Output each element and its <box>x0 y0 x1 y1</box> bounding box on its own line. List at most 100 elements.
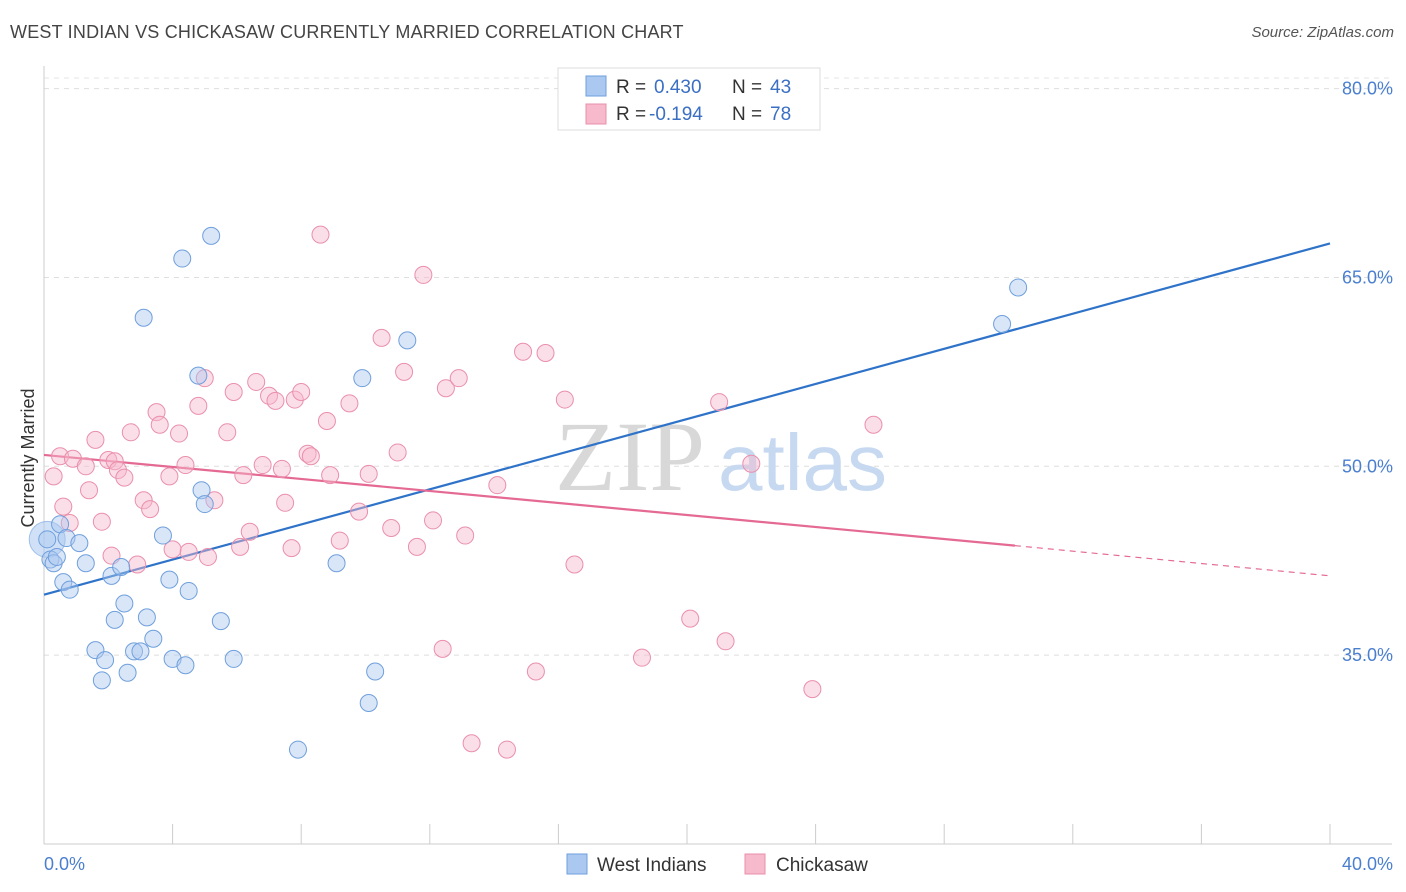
point-chickasaw-63 <box>462 734 481 753</box>
legend-r-value-2: -0.194 <box>649 104 703 125</box>
point-chickasaw-17 <box>141 500 160 519</box>
point-chickasaw-14 <box>121 423 140 442</box>
x-tick-label-min: 0.0% <box>44 854 85 874</box>
chart-title: WEST INDIAN VS CHICKASAW CURRENTLY MARRI… <box>10 22 684 42</box>
point-chickasaw-44 <box>301 447 320 466</box>
trend-line-chickasaw <box>43 453 1016 547</box>
y-tick-label-3: 80.0% <box>1342 79 1393 99</box>
point-west-indians-9 <box>76 554 95 573</box>
point-chickasaw-47 <box>321 466 340 485</box>
point-west-indians-27 <box>176 656 195 675</box>
tick-labels: 35.0% 50.0% 65.0% 80.0% 0.0% 40.0% <box>44 79 1393 874</box>
point-chickasaw-66 <box>514 342 533 361</box>
point-chickasaw-37 <box>266 391 285 410</box>
y-tick-label-0: 35.0% <box>1342 645 1393 665</box>
legend-r-value-1: 0.430 <box>654 77 702 98</box>
point-chickasaw-43 <box>298 444 317 463</box>
point-chickasaw-29 <box>218 423 237 442</box>
point-chickasaw-30 <box>224 383 243 402</box>
point-chickasaw-48 <box>330 531 349 550</box>
bottom-legend-west-indians: West Indians <box>597 855 706 876</box>
point-chickasaw-74 <box>716 632 735 651</box>
point-west-indians-34 <box>224 649 243 668</box>
point-chickasaw-69 <box>555 390 574 409</box>
point-chickasaw-33 <box>240 522 259 541</box>
point-chickasaw-53 <box>382 518 401 537</box>
point-west-indians-42 <box>1009 278 1028 297</box>
point-chickasaw-5 <box>76 457 95 476</box>
point-chickasaw-8 <box>92 512 111 531</box>
y-tick-label-1: 50.0% <box>1342 456 1393 476</box>
point-west-indians-33 <box>211 612 230 631</box>
point-west-indians-40 <box>398 331 417 350</box>
point-chickasaw-20 <box>160 467 179 486</box>
point-chickasaw-23 <box>176 456 195 475</box>
point-west-indians-18 <box>125 642 144 661</box>
point-chickasaw-39 <box>276 493 295 512</box>
trend-lines <box>43 242 1331 596</box>
point-chickasaw-19 <box>150 415 169 434</box>
point-west-indians-5 <box>54 573 73 592</box>
point-west-indians-28 <box>179 581 198 600</box>
point-chickasaw-9 <box>99 451 118 469</box>
point-chickasaw-38 <box>272 459 291 478</box>
legend-swatch-chickasaw <box>585 103 607 125</box>
point-chickasaw-7 <box>86 430 105 449</box>
point-west-indians-36 <box>327 554 346 573</box>
bottom-legend-swatch-west-indians <box>566 853 588 875</box>
point-chickasaw-61 <box>449 369 468 388</box>
point-chickasaw-31 <box>231 537 250 556</box>
point-west-indians-12 <box>96 651 115 670</box>
y-axis-label: Currently Married <box>18 388 38 527</box>
watermark-zip: ZIP <box>555 401 705 512</box>
point-west-indians-11 <box>92 671 111 690</box>
legend-n-value-1: 43 <box>770 77 791 98</box>
point-west-indians-26 <box>173 249 192 268</box>
point-chickasaw-70 <box>565 555 584 574</box>
point-chickasaw-68 <box>536 343 555 362</box>
point-west-indians-24 <box>160 570 179 589</box>
point-west-indians-7 <box>60 580 79 599</box>
point-chickasaw-60 <box>436 379 455 398</box>
point-chickasaw-71 <box>632 648 651 667</box>
point-chickasaw-24 <box>179 542 198 561</box>
point-west-indians-10 <box>86 641 105 660</box>
point-west-indians-3 <box>47 547 66 566</box>
point-chickasaw-3 <box>60 513 79 532</box>
bottom-legend-swatch-chickasaw <box>744 853 766 875</box>
point-chickasaw-42 <box>292 383 311 402</box>
point-chickasaw-77 <box>864 415 883 434</box>
point-chickasaw-75 <box>742 454 761 473</box>
legend-r-label-1: R = <box>616 77 646 98</box>
point-chickasaw-62 <box>456 526 475 545</box>
point-west-indians-17 <box>118 663 137 682</box>
point-west-indians-32 <box>202 226 221 245</box>
point-west-indians-22 <box>144 629 163 648</box>
point-west-indians-39 <box>366 662 385 681</box>
point-chickasaw-21 <box>163 540 182 559</box>
point-west-indians-20 <box>134 308 153 327</box>
trend-line-west-indians <box>43 242 1331 596</box>
point-chickasaw-32 <box>234 466 253 485</box>
point-chickasaw-67 <box>526 662 545 681</box>
point-chickasaw-13 <box>115 468 134 487</box>
legend-n-label-2: N = <box>732 104 762 125</box>
point-chickasaw-55 <box>395 362 414 381</box>
point-chickasaw-2 <box>54 497 73 516</box>
point-west-indians-41 <box>993 315 1012 334</box>
point-chickasaw-59 <box>433 639 452 658</box>
legend-n-label-1: N = <box>732 77 762 98</box>
point-west-indians-19 <box>131 642 150 661</box>
point-chickasaw-49 <box>340 394 359 413</box>
point-chickasaw-76 <box>803 680 822 699</box>
point-west-indians-8 <box>70 534 89 553</box>
point-chickasaw-12 <box>108 461 127 480</box>
legend-swatch-west-indians <box>585 75 607 97</box>
legend: R = 0.430 N = 43 R = -0.194 N = 78 <box>557 67 821 131</box>
bottom-legend-chickasaw: Chickasaw <box>776 855 868 876</box>
point-west-indians-23 <box>153 526 172 545</box>
point-chickasaw-64 <box>488 476 507 495</box>
trend-line-chickasaw-extension <box>1014 545 1331 577</box>
point-west-indians-37 <box>353 369 372 388</box>
